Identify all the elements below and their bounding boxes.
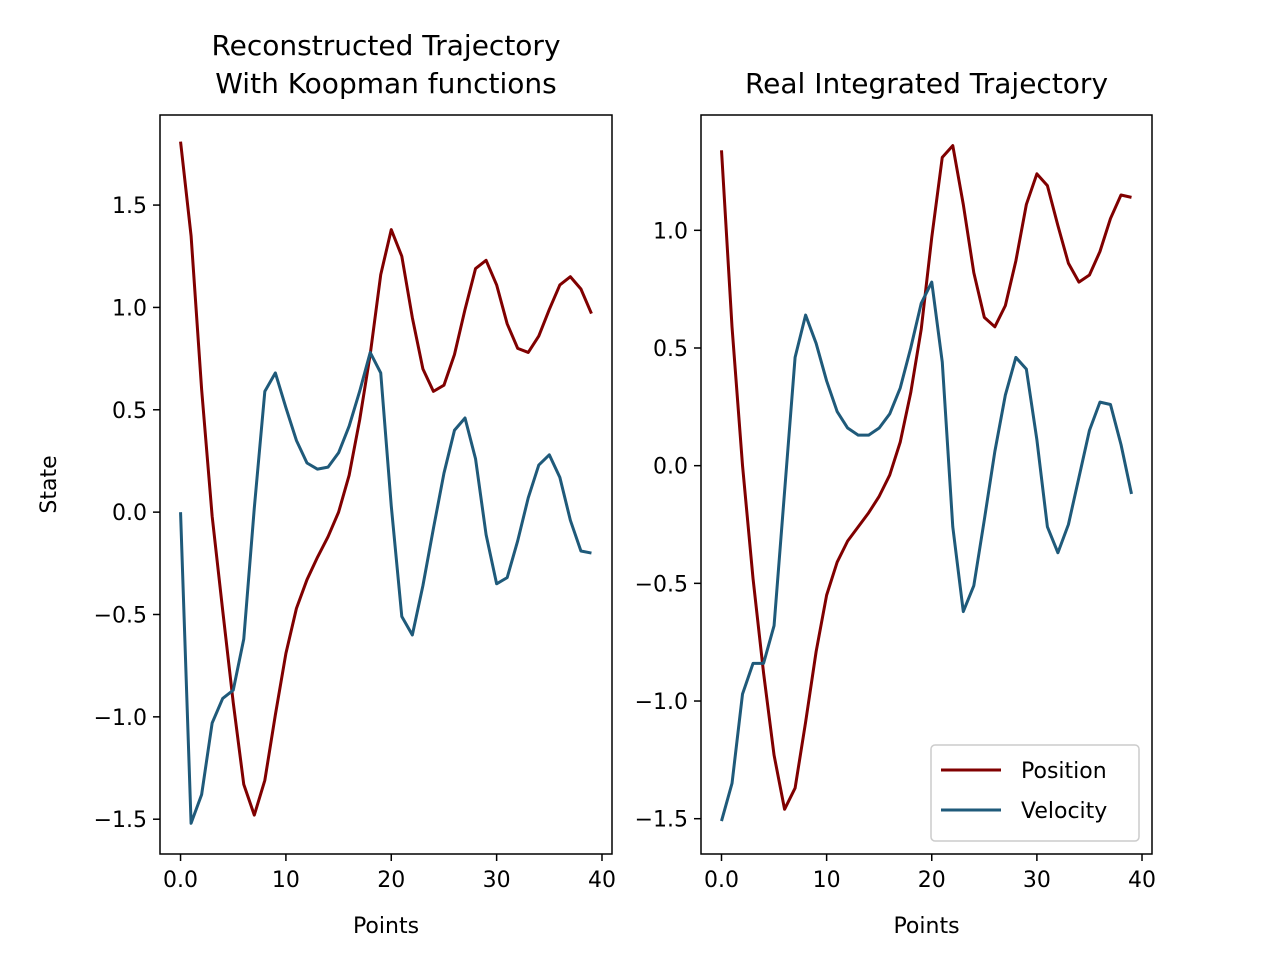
chart-title-line: Reconstructed Trajectory	[211, 29, 560, 62]
y-tick-label: −1.5	[94, 808, 147, 833]
y-axis-label: State	[37, 455, 62, 513]
chart-title-line: Real Integrated Trajectory	[745, 67, 1108, 100]
y-tick-label: 0.0	[112, 501, 147, 526]
y-tick-label: 1.0	[653, 219, 688, 244]
x-tick-label: 20	[377, 868, 405, 893]
y-tick-label: −0.5	[635, 572, 688, 597]
y-tick-label: 0.0	[653, 455, 688, 480]
y-tick-label: −0.5	[94, 603, 147, 628]
legend-label-velocity: Velocity	[1021, 799, 1107, 824]
y-tick-label: 0.5	[653, 337, 688, 362]
y-tick-label: −1.5	[635, 808, 688, 833]
y-tick-label: −1.0	[94, 706, 147, 731]
axes-frame	[700, 114, 1153, 855]
y-tick-label: −1.0	[635, 690, 688, 715]
y-tick-label: 1.0	[112, 296, 147, 321]
x-tick-label: 0.0	[704, 868, 739, 893]
axes-frame	[159, 114, 613, 855]
legend-label-position: Position	[1021, 759, 1107, 784]
x-tick-label: 20	[918, 868, 946, 893]
x-tick-label: 10	[813, 868, 841, 893]
series-line-position	[720, 144, 1132, 811]
series-line-velocity	[179, 350, 592, 825]
x-axis-label: Points	[353, 914, 419, 939]
series-line-position	[179, 141, 593, 817]
chart-panel-2: Real Integrated Trajectory 0.0 10 20 30 40 −1.…	[635, 67, 1156, 939]
x-tick-label: 30	[1023, 868, 1051, 893]
chart-panel-1: Reconstructed Trajectory With Koopman fun…	[37, 29, 616, 939]
series-line-velocity	[720, 280, 1133, 822]
y-tick-label: 1.5	[112, 194, 147, 219]
panels: Reconstructed Trajectory With Koopman fun…	[37, 29, 1156, 939]
x-tick-label: 0.0	[163, 868, 198, 893]
x-tick-label: 40	[588, 868, 616, 893]
y-tick-label: 0.5	[112, 399, 147, 424]
x-tick-label: 30	[483, 868, 511, 893]
x-tick-label: 40	[1128, 868, 1156, 893]
legend: Position Velocity	[930, 744, 1140, 842]
x-axis-label: Points	[893, 914, 959, 939]
chart-title-line: With Koopman functions	[215, 67, 557, 100]
x-tick-label: 10	[272, 868, 300, 893]
